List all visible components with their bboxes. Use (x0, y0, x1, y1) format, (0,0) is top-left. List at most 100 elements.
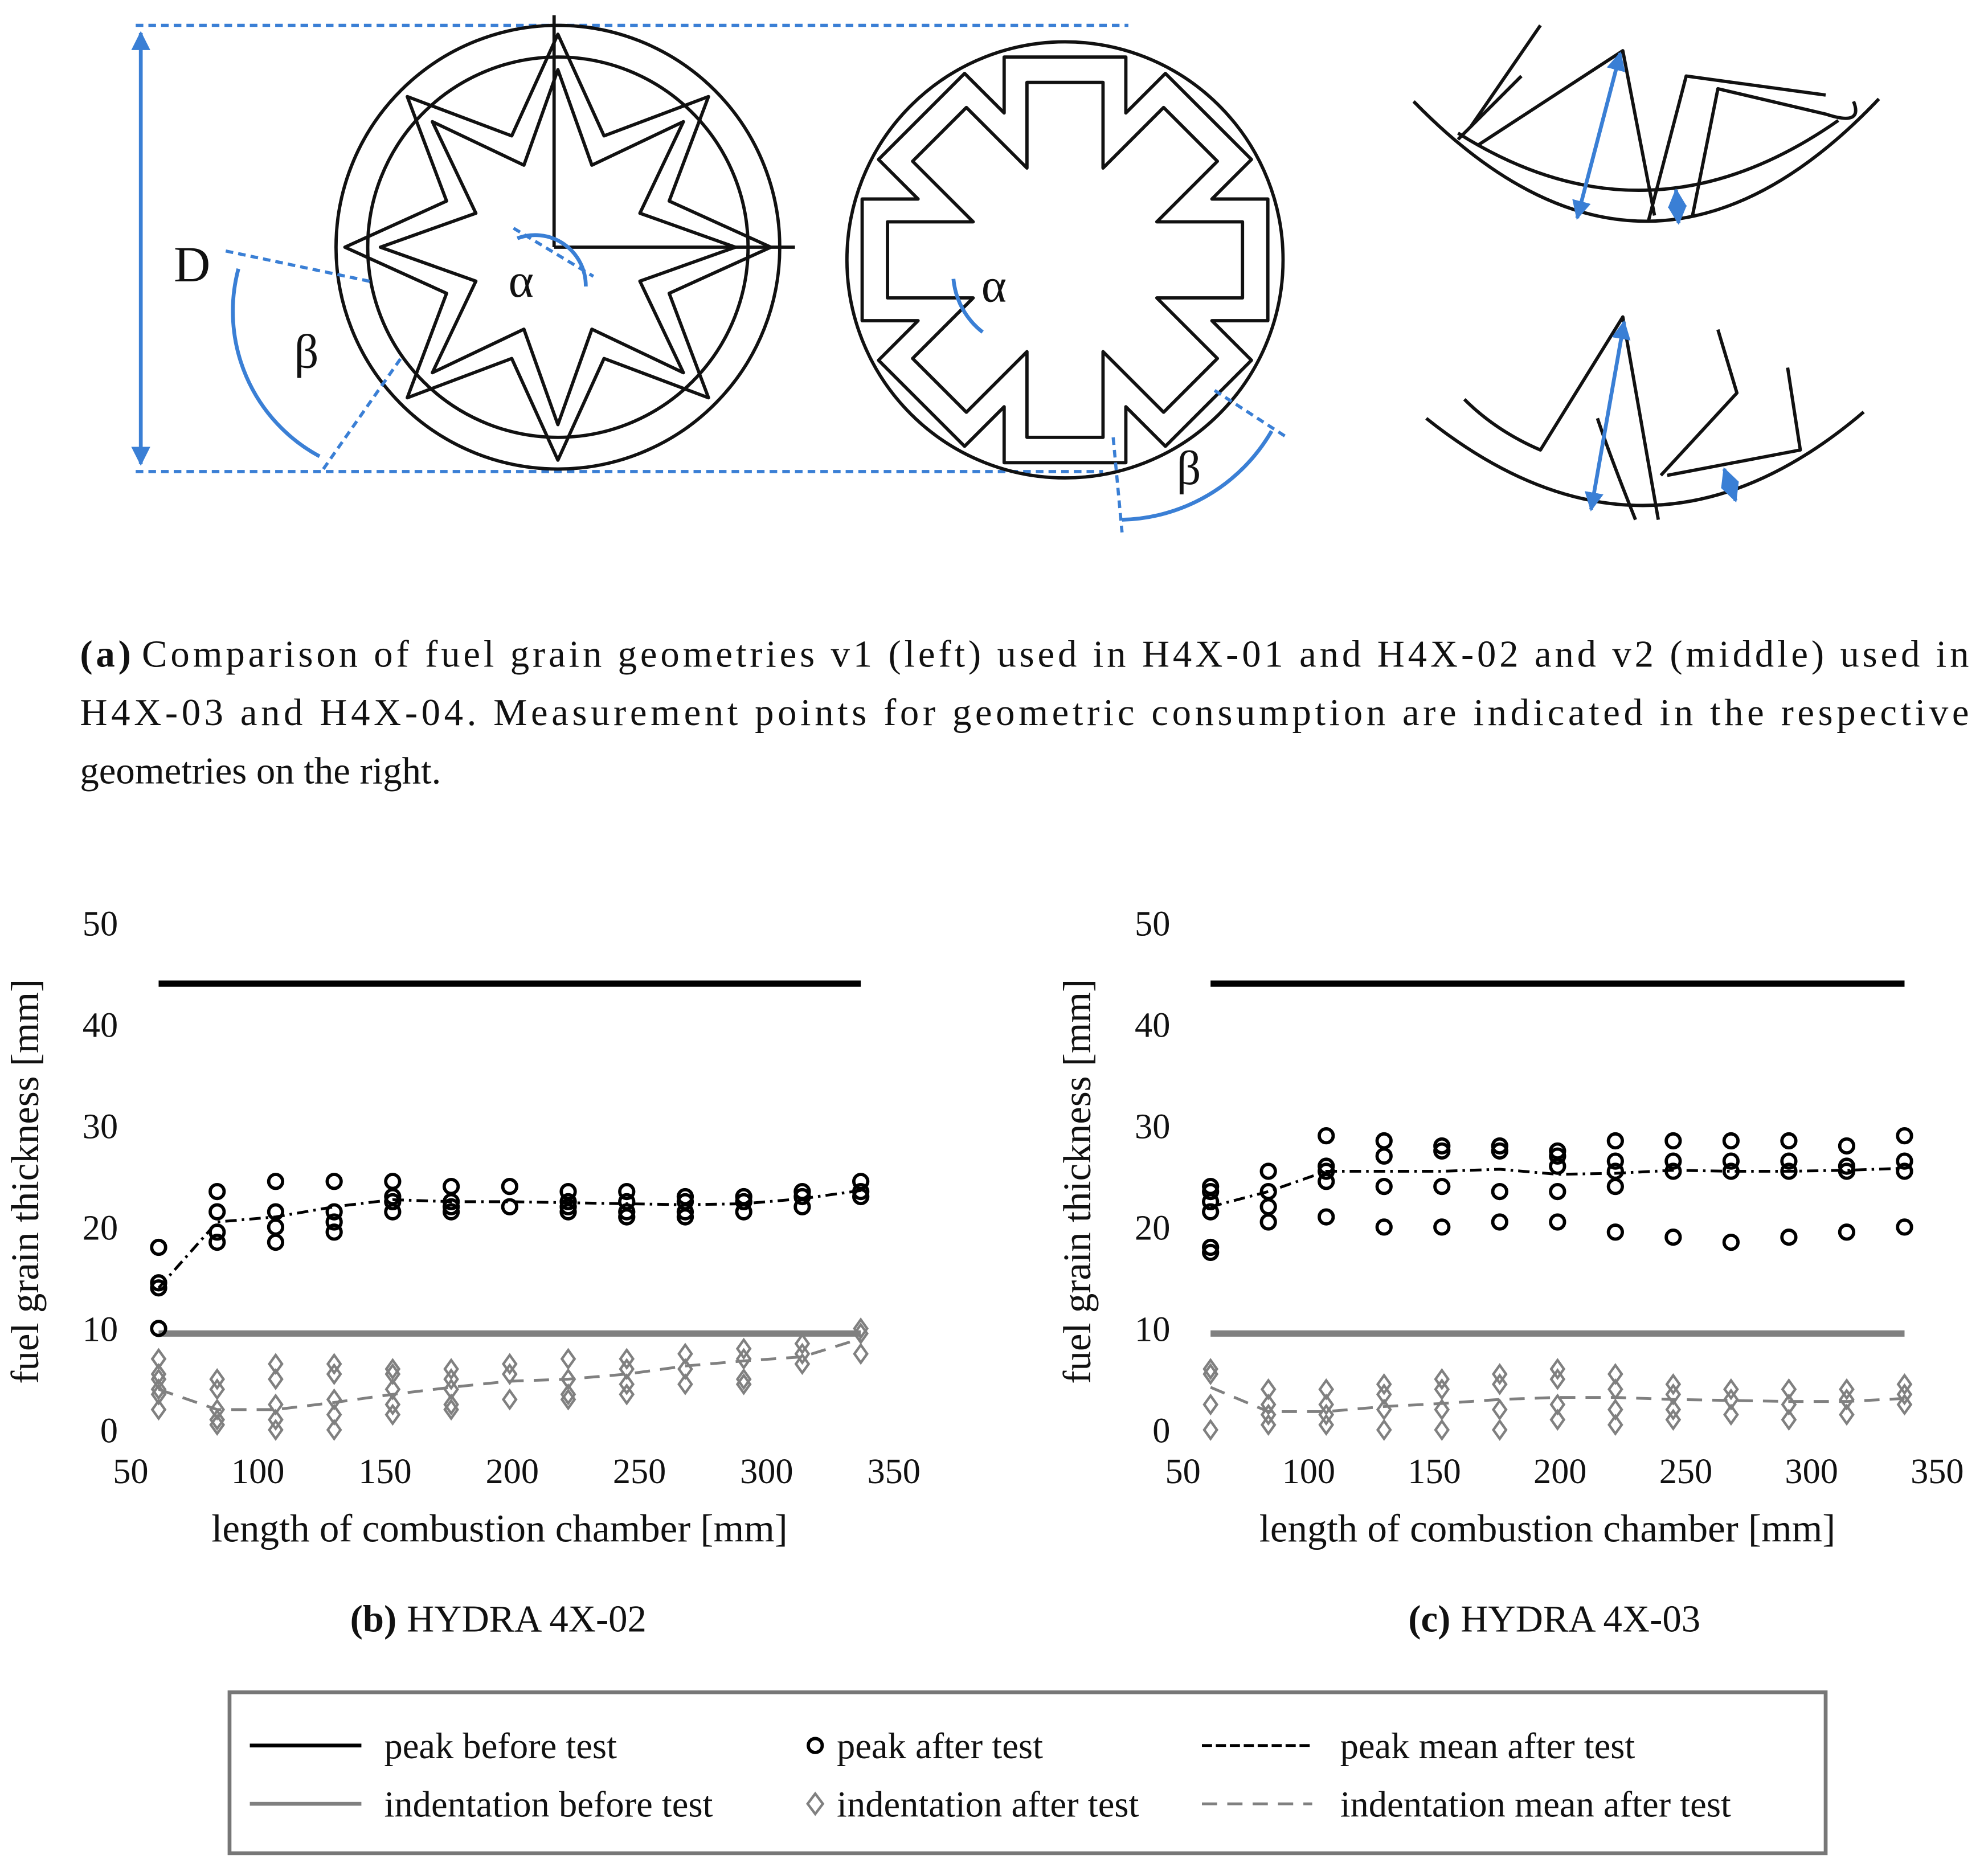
indentation-point (853, 1317, 869, 1340)
peak-point (1549, 1213, 1566, 1231)
indentation-point (1202, 1363, 1219, 1385)
indentation-point (326, 1419, 342, 1441)
indentation-point (501, 1353, 518, 1375)
x-tick-label: 50 (1165, 1452, 1200, 1491)
peak-point (1375, 1132, 1393, 1150)
indentation-point (326, 1353, 342, 1375)
legend-label: peak mean after test (1340, 1725, 1635, 1766)
peak-point (618, 1182, 636, 1201)
indentation-point (209, 1398, 226, 1421)
x-tick-label: 300 (740, 1452, 793, 1491)
peak-point (1606, 1162, 1624, 1180)
peak-point (208, 1182, 226, 1201)
peak-point (384, 1203, 402, 1221)
peak-point (1375, 1218, 1393, 1236)
indentation-point (1723, 1378, 1739, 1401)
peak-point (150, 1279, 167, 1297)
diagram-shape (1213, 389, 1288, 439)
y-tick-label: 50 (1135, 904, 1170, 944)
indentation-point (268, 1419, 284, 1441)
indentation-point (1781, 1378, 1797, 1401)
peak-point (1664, 1132, 1682, 1150)
indentation-point (1434, 1398, 1450, 1421)
diameter-label: D (174, 237, 210, 293)
peak-point (208, 1223, 226, 1241)
peak-point (1375, 1147, 1393, 1165)
indentation-point (209, 1378, 226, 1401)
indentation-point (735, 1368, 752, 1390)
indentation-point (443, 1398, 459, 1421)
indentation-point (1318, 1378, 1335, 1401)
peak-point (1491, 1182, 1508, 1201)
peak-point (1838, 1162, 1856, 1180)
indentation-point (384, 1363, 401, 1385)
peak-point (618, 1208, 636, 1226)
peak-point (325, 1203, 343, 1221)
indentation-point (1839, 1378, 1855, 1401)
indentation-point (619, 1348, 635, 1370)
peak-point (559, 1203, 577, 1221)
indentation-point (384, 1393, 401, 1416)
peak-point (501, 1178, 518, 1196)
indentation-point (209, 1409, 226, 1431)
peak-point (325, 1213, 343, 1231)
diagram-shape (845, 40, 1285, 480)
series (157, 1189, 861, 1289)
indentation-point (1896, 1373, 1913, 1395)
peak-point (267, 1173, 285, 1190)
peak-point (1722, 1132, 1740, 1150)
chart-caption: (c) HYDRA 4X-03 (1408, 1598, 1700, 1640)
peak-point (1433, 1137, 1451, 1155)
beta-label: β (1176, 442, 1201, 495)
x-tick-label: 100 (1282, 1452, 1335, 1491)
y-tick-label: 10 (83, 1310, 118, 1349)
y-tick-label: 30 (1135, 1107, 1170, 1147)
peak-point (1375, 1178, 1393, 1196)
peak-point (735, 1193, 752, 1211)
peak-point (1780, 1132, 1798, 1150)
diagram-shape (322, 354, 405, 470)
indentation-point (443, 1378, 459, 1401)
diagram-shape (1463, 315, 1802, 521)
peak-point (442, 1198, 460, 1215)
peak-point (1606, 1223, 1624, 1241)
indentation-point (384, 1358, 401, 1381)
peak-point (1838, 1157, 1856, 1175)
peak-point (150, 1274, 167, 1292)
caption-line: geometries on the right. (80, 750, 441, 792)
diagram-shape (886, 80, 1245, 439)
indentation-point (619, 1373, 635, 1395)
indentation-point (735, 1373, 752, 1395)
diagram-shape (1412, 97, 1880, 223)
caption-text: HYDRA 4X-02 (407, 1598, 647, 1640)
peak-point (1202, 1238, 1220, 1256)
diagram-shape (951, 279, 984, 334)
indentation-point (1781, 1409, 1797, 1431)
peak-point (325, 1223, 343, 1241)
indentation-point (326, 1388, 342, 1411)
peak-point (1896, 1218, 1913, 1236)
x-tick-label: 350 (1911, 1452, 1964, 1491)
indentation-point (150, 1348, 167, 1370)
indentation-point (326, 1363, 342, 1385)
peak-point (1722, 1152, 1740, 1170)
legend-label: indentation mean after test (1340, 1783, 1731, 1824)
series-line (1210, 1166, 1905, 1209)
peak-point (501, 1198, 518, 1215)
x-tick-label: 200 (1533, 1452, 1586, 1491)
indentation-point (1376, 1419, 1392, 1441)
indentation-point (1376, 1373, 1392, 1395)
y-tick-label: 0 (1152, 1411, 1170, 1451)
diagram-shape (1111, 437, 1124, 533)
indentation-point (268, 1368, 284, 1390)
peak-point (1491, 1213, 1508, 1231)
indentation-point (1260, 1414, 1277, 1436)
indentation-point (794, 1353, 811, 1375)
indentation-point (1839, 1403, 1855, 1426)
indentation-point (268, 1393, 284, 1416)
peak-point (618, 1203, 636, 1221)
series (1210, 1386, 1905, 1413)
indentation-point (443, 1368, 459, 1390)
